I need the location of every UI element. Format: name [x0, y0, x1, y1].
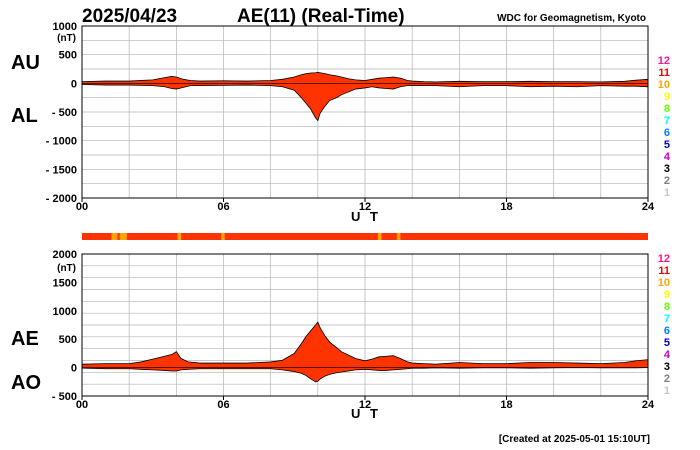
station-count-label: 5 — [664, 139, 670, 151]
station-count-label: 6 — [664, 127, 670, 139]
station-drop-segment — [111, 233, 118, 240]
y-tick-label: - 2000 — [46, 193, 77, 205]
y-tick-label: 0 — [71, 363, 77, 375]
ae-series-label: AE — [11, 328, 39, 350]
au-series-label: AU — [11, 52, 40, 74]
x-tick-label: 24 — [642, 201, 655, 213]
upper-x-axis-label: U T — [351, 209, 381, 224]
station-count-label: 7 — [664, 313, 670, 325]
station-bar-base — [82, 233, 648, 240]
y-tick-label: 500 — [59, 334, 77, 346]
x-tick-label: 18 — [500, 201, 512, 213]
lower-unit-label: (nT) — [57, 263, 76, 274]
x-tick-label: 00 — [76, 399, 88, 411]
station-count-label: 2 — [664, 175, 670, 187]
station-drop-segment — [396, 233, 401, 240]
station-count-label: 5 — [664, 337, 670, 349]
station-count-bar — [82, 233, 648, 240]
station-drop-segment — [119, 233, 127, 240]
upper-unit-label: (nT) — [57, 33, 76, 44]
y-tick-label: 1000 — [53, 21, 77, 33]
x-tick-label: 12 — [359, 399, 371, 411]
station-count-label: 11 — [658, 67, 670, 79]
y-tick-label: - 500 — [52, 391, 77, 403]
y-tick-label: 1000 — [53, 306, 77, 318]
y-tick-label: - 1500 — [46, 164, 77, 176]
y-tick-label: 500 — [59, 50, 77, 62]
station-count-label: 12 — [658, 253, 670, 265]
station-count-label: 4 — [664, 349, 671, 361]
station-count-label: 3 — [664, 361, 670, 373]
station-drop-segment — [377, 233, 382, 240]
x-tick-label: 06 — [217, 399, 229, 411]
y-tick-label: - 500 — [52, 107, 77, 119]
ao-series-label: AO — [11, 372, 41, 394]
station-drop-segment — [177, 233, 182, 240]
y-tick-label: 2000 — [53, 249, 77, 261]
station-count-label: 6 — [664, 325, 670, 337]
created-timestamp: [Created at 2025-05-01 15:10UT] — [499, 434, 650, 445]
date-label: 2025/04/23 — [82, 6, 177, 27]
station-count-label: 2 — [664, 373, 670, 385]
station-count-label: 9 — [664, 91, 670, 103]
station-count-label: 4 — [664, 151, 671, 163]
institution-label: WDC for Geomagnetism, Kyoto — [497, 13, 646, 24]
x-tick-label: 12 — [359, 201, 371, 213]
station-count-label: 1 — [664, 385, 670, 397]
station-count-label: 10 — [658, 79, 670, 91]
station-count-label: 11 — [658, 265, 670, 277]
lower-x-axis-label: U T — [351, 406, 381, 421]
station-count-label: 7 — [664, 115, 670, 127]
y-tick-label: 0 — [71, 78, 77, 90]
x-tick-label: 06 — [217, 201, 229, 213]
x-tick-label: 24 — [642, 399, 655, 411]
station-drop-segment — [221, 233, 225, 240]
station-count-label: 8 — [664, 301, 670, 313]
station-count-label: 8 — [664, 103, 670, 115]
station-count-label: 12 — [658, 55, 670, 67]
station-count-label: 9 — [664, 289, 670, 301]
station-count-label: 1 — [664, 187, 670, 199]
station-count-label: 10 — [658, 277, 670, 289]
y-tick-label: 1500 — [53, 277, 77, 289]
al-series-label: AL — [11, 105, 38, 127]
station-count-label: 3 — [664, 163, 670, 175]
x-tick-label: 18 — [500, 399, 512, 411]
x-tick-label: 00 — [76, 201, 88, 213]
y-tick-label: - 1000 — [46, 136, 77, 148]
chart-title: AE(11) (Real-Time) — [237, 6, 405, 27]
